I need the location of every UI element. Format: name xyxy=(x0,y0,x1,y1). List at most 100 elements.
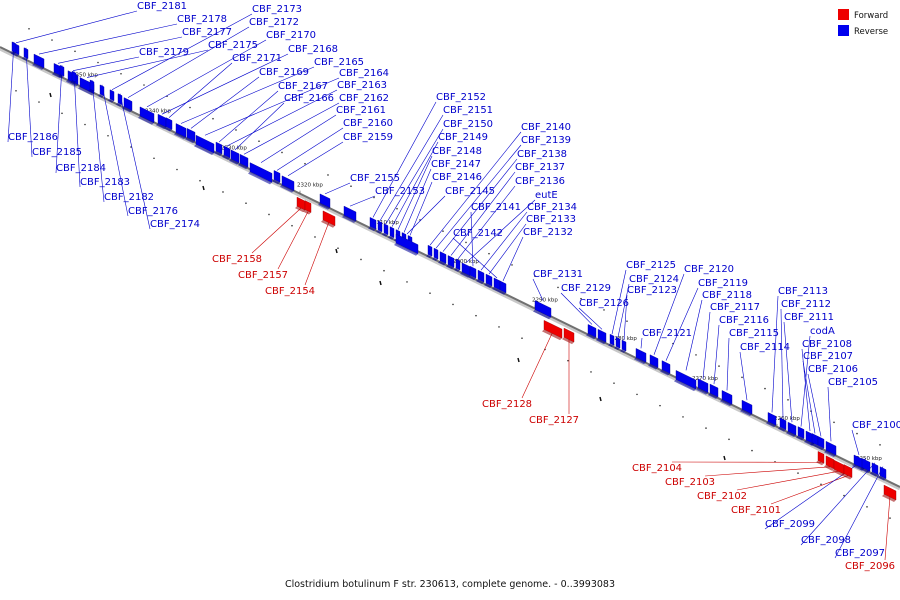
gene-labels[interactable]: CBF_2181 CBF_2178 CBF_2177 CBF_2179 CBF_2175… xyxy=(8,1,900,572)
gene-label[interactable]: CBF_2126 xyxy=(579,298,629,309)
gene-label[interactable]: CBF_2175 xyxy=(208,40,258,51)
gene-label[interactable]: CBF_2104 xyxy=(632,463,682,474)
gene-label[interactable]: CBF_2097 xyxy=(835,548,885,559)
gene-label[interactable]: CBF_2111 xyxy=(784,312,834,323)
track-dot xyxy=(222,191,224,193)
gene-label[interactable]: CBF_2131 xyxy=(533,269,583,280)
gene-label[interactable]: CBF_2132 xyxy=(523,227,573,238)
gene-label[interactable]: CBF_2153 xyxy=(375,186,425,197)
gene-label[interactable]: CBF_2134 xyxy=(527,202,577,213)
gene-label[interactable]: CBF_2105 xyxy=(828,377,878,388)
gene-label[interactable]: CBF_2176 xyxy=(128,206,178,217)
gene-label[interactable]: CBF_2142 xyxy=(453,228,503,239)
gene-label[interactable]: CBF_2182 xyxy=(104,192,154,203)
gene-label[interactable]: CBF_2154 xyxy=(265,286,315,297)
gene-label[interactable]: CBF_2116 xyxy=(719,315,769,326)
label-leader xyxy=(480,211,528,271)
gene-label[interactable]: CBF_2177 xyxy=(182,27,232,38)
gene-label[interactable]: CBF_2128 xyxy=(482,399,532,410)
gene-label[interactable]: CBF_2140 xyxy=(521,122,571,133)
gene-label[interactable]: CBF_2123 xyxy=(627,285,677,296)
gene-label[interactable]: CBF_2184 xyxy=(56,163,106,174)
gene-label[interactable]: CBF_2148 xyxy=(432,146,482,157)
gene-label[interactable]: CBF_2178 xyxy=(177,14,227,25)
gene-label[interactable]: CBF_2118 xyxy=(702,290,752,301)
gene-label[interactable]: CBF_2108 xyxy=(802,339,852,350)
label-leader xyxy=(372,101,437,218)
gene-label[interactable]: CBF_2125 xyxy=(626,260,676,271)
gene-label[interactable]: CBF_2101 xyxy=(731,505,781,516)
gene-label[interactable]: CBF_2163 xyxy=(337,80,387,91)
gene-label[interactable]: CBF_2158 xyxy=(212,254,262,265)
gene-label[interactable]: CBF_2186 xyxy=(8,132,58,143)
gene-label[interactable]: CBF_2168 xyxy=(288,44,338,55)
gene-label[interactable]: CBF_2119 xyxy=(698,278,748,289)
gene-label[interactable]: CBF_2147 xyxy=(431,159,481,170)
gene-label[interactable]: CBF_2121 xyxy=(642,328,692,339)
gene-label[interactable]: CBF_2129 xyxy=(561,283,611,294)
label-leader xyxy=(800,462,876,546)
gene-box-side xyxy=(98,93,104,98)
gene-label[interactable]: CBF_2098 xyxy=(801,535,851,546)
gene-label[interactable]: CBF_2181 xyxy=(137,1,187,12)
gene-label[interactable]: CBF_2185 xyxy=(32,147,82,158)
gene-label[interactable]: CBF_2174 xyxy=(150,219,200,230)
gene-label[interactable]: CBF_2127 xyxy=(529,415,579,426)
label-leader xyxy=(851,429,860,456)
gene-label[interactable]: CBF_2157 xyxy=(238,270,288,281)
gene-label[interactable]: CBF_2096 xyxy=(845,561,895,572)
gene-label[interactable]: CBF_2155 xyxy=(350,173,400,184)
gene-label[interactable]: CBF_2152 xyxy=(436,92,486,103)
gene-label[interactable]: CBF_2151 xyxy=(443,105,493,116)
gene-label[interactable]: CBF_2171 xyxy=(232,53,282,64)
gene-label[interactable]: CBF_2133 xyxy=(526,214,576,225)
gene-label[interactable]: CBF_2160 xyxy=(343,118,393,129)
gene-label[interactable]: CBF_2112 xyxy=(781,299,831,310)
gene-label[interactable]: CBF_2099 xyxy=(765,519,815,530)
gene-label[interactable]: CBF_2137 xyxy=(515,162,565,173)
gene-label[interactable]: CBF_2161 xyxy=(336,105,386,116)
gene-label[interactable]: CBF_2146 xyxy=(432,172,482,183)
label-leader xyxy=(704,466,831,477)
gene-label[interactable]: CBF_2173 xyxy=(252,4,302,15)
gene-label[interactable]: CBF_2179 xyxy=(139,47,189,58)
gene-label[interactable]: CBF_2115 xyxy=(729,328,779,339)
track-dot xyxy=(383,269,385,272)
gene-label[interactable]: CBF_2165 xyxy=(314,57,364,68)
label-leader xyxy=(713,324,720,385)
gene-label[interactable]: CBF_2103 xyxy=(665,477,715,488)
gene-label[interactable]: CBF_2183 xyxy=(80,177,130,188)
track-dot xyxy=(373,196,375,199)
gene-label[interactable]: CBF_2138 xyxy=(517,149,567,160)
gene-label[interactable]: CBF_2117 xyxy=(710,302,760,313)
gene-label[interactable]: CBF_2114 xyxy=(740,342,790,353)
gene-label[interactable]: CBF_2139 xyxy=(521,135,571,146)
gene-label[interactable]: CBF_2166 xyxy=(284,93,334,104)
gene-label[interactable]: CBF_2120 xyxy=(684,264,734,275)
gene-box-side xyxy=(88,88,94,93)
gene-label[interactable]: CBF_2106 xyxy=(808,364,858,375)
gene-box-side xyxy=(608,343,614,348)
gene-label[interactable]: CBF_2164 xyxy=(339,68,389,79)
gene-label[interactable]: CBF_2169 xyxy=(259,67,309,78)
gene-label[interactable]: CBF_2102 xyxy=(697,491,747,502)
gene-label[interactable]: CBF_2100 xyxy=(852,420,900,431)
gene-label[interactable]: CBF_2150 xyxy=(443,119,493,130)
track-dot xyxy=(350,185,352,187)
gene-label[interactable]: CBF_2145 xyxy=(445,186,495,197)
gene-label[interactable]: eutE xyxy=(535,190,558,201)
gene-label[interactable]: codA xyxy=(810,326,835,337)
gene-label[interactable]: CBF_2107 xyxy=(803,351,853,362)
gene-label[interactable]: CBF_2141 xyxy=(471,202,521,213)
gene-label[interactable]: CBF_2172 xyxy=(249,17,299,28)
gene-label[interactable]: CBF_2124 xyxy=(629,274,679,285)
gene-label[interactable]: CBF_2136 xyxy=(515,176,565,187)
legend-forward-swatch xyxy=(838,9,849,20)
gene-label[interactable]: CBF_2170 xyxy=(266,30,316,41)
gene-label[interactable]: CBF_2162 xyxy=(339,93,389,104)
gene-label[interactable]: CBF_2159 xyxy=(343,132,393,143)
gene-label[interactable]: CBF_2149 xyxy=(438,132,488,143)
gene-label[interactable]: CBF_2167 xyxy=(278,81,328,92)
gene-label[interactable]: CBF_2113 xyxy=(778,286,828,297)
track-dot xyxy=(833,421,835,424)
